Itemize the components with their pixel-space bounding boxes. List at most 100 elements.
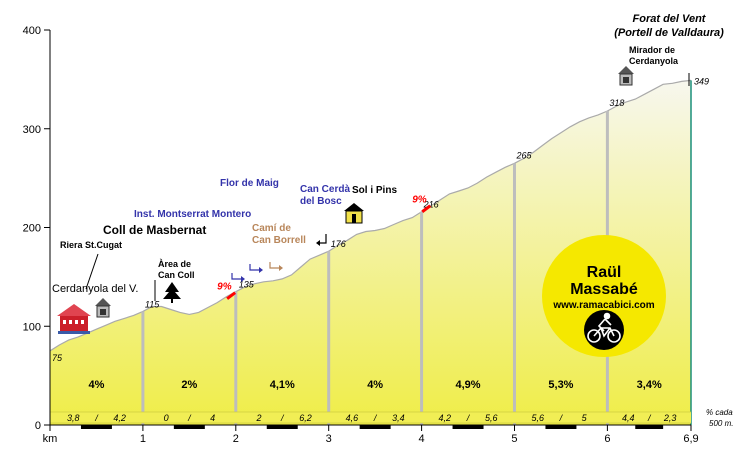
max-grade-marker: [226, 291, 237, 300]
annotation-inst: Inst. Montserrat Montero: [134, 209, 251, 220]
house-icon: [618, 66, 634, 86]
half-grade-band: [50, 412, 691, 423]
max-grade-marker: [421, 204, 432, 213]
km-ruler-bar: [266, 425, 298, 429]
profile-outline: [49, 79, 692, 352]
annotation-cami: Can Borrell: [252, 235, 306, 246]
logo-name-last: Massabé: [570, 281, 638, 298]
x-tick-label: 5: [511, 433, 517, 445]
y-tick-label: 0: [35, 420, 41, 432]
logo-name-first: Raül: [587, 264, 622, 281]
half-grade-second: 4: [210, 413, 215, 423]
logo-circle: [542, 235, 666, 357]
cyclist-wheel: [587, 329, 601, 343]
half-grade-separator: /: [280, 413, 285, 423]
half-grade-separator: /: [187, 413, 192, 423]
x-tick-label: 3: [326, 433, 332, 445]
x-tick-label: 2: [233, 433, 239, 445]
house-icon-door: [623, 77, 629, 83]
building-icon-window: [81, 320, 84, 324]
x-tick-label: 1: [140, 433, 146, 445]
half-grade-first: 2: [256, 413, 262, 423]
annotation-area: Àrea de: [158, 259, 191, 269]
y-tick-label: 100: [23, 321, 41, 333]
cyclist-frame: [593, 327, 615, 338]
half-grade-second: 5: [582, 413, 588, 423]
annotation-forat: Forat del Vent: [633, 13, 707, 25]
arrow-cancerda: [318, 234, 327, 244]
cyclist-head: [603, 312, 611, 320]
annotation-cami: Camí de: [252, 223, 291, 234]
half-grade-separator: /: [466, 413, 471, 423]
elevation-label: 176: [331, 239, 346, 249]
max-grade-label: 9%: [217, 282, 232, 293]
half-grade-first: 4,4: [622, 413, 635, 423]
km-ruler-bar: [545, 425, 577, 429]
half-grade-second: 6,2: [299, 413, 312, 423]
half-grade-second: 2,3: [663, 413, 677, 423]
elevation-label: 349: [694, 76, 709, 86]
arrow-cami-head: [279, 265, 283, 271]
half-grade-second: 3,4: [392, 413, 405, 423]
segment-grade: 3,4%: [637, 379, 662, 391]
km-ruler-bar: [359, 425, 391, 429]
annotation-cerdanyola: Cerdanyola del V.: [52, 283, 138, 295]
house-icon-door: [352, 214, 356, 223]
building-icon-window: [75, 320, 78, 324]
half-grade-separator: /: [373, 413, 378, 423]
house-icon: [95, 298, 111, 318]
annotation-cancerda: Can Cerdà: [300, 184, 350, 195]
half-grade-first: 3,8: [67, 413, 80, 423]
cyclist-body: [597, 318, 612, 332]
annotation-mirador: Mirador de: [629, 45, 675, 55]
building-icon: [57, 304, 91, 334]
elevation-label: 216: [423, 200, 439, 210]
x-tick-label: 6: [604, 433, 610, 445]
segment-grade: 4%: [367, 379, 383, 391]
half-grade-first: 4,2: [439, 413, 452, 423]
km-ruler-bar: [80, 425, 112, 429]
arrow-cancerda-head: [316, 240, 320, 246]
grade-bands-layer: 4% 3,8 / 4,2 2% 0 / 4 4,1% 2 / 6,2 4% 4,6 / 3,4 4,9% 4,2 /…: [50, 379, 733, 428]
annotation-riera: Riera St.Cugat: [60, 240, 122, 250]
x-tick-label: 6,9: [683, 433, 698, 445]
arrow-flor-head: [259, 267, 263, 273]
annotation-forat: (Portell de Valldaura): [614, 27, 724, 39]
half-grade-legend-line2: 500 m.: [709, 419, 733, 428]
segment-grade: 5,3%: [548, 379, 573, 391]
pine-tree-trunk: [171, 299, 173, 303]
half-grade-second: 5,6: [485, 413, 498, 423]
y-tick-label: 400: [23, 25, 41, 37]
arrow-flor: [249, 264, 259, 271]
elevation-label: 115: [145, 299, 160, 309]
annotation-solipins: Sol i Pins: [352, 185, 397, 196]
segment-grade: 4%: [88, 379, 104, 391]
half-grade-separator: /: [94, 413, 99, 423]
annotation-flor: Flor de Maig: [220, 178, 279, 189]
house-icon-roof: [344, 203, 364, 211]
y-tick-label: 200: [23, 223, 41, 235]
half-grade-separator: /: [647, 413, 652, 423]
segment-grade: 4,9%: [456, 379, 481, 391]
max-grade-label: 9%: [412, 195, 427, 206]
building-icon-window: [63, 320, 66, 324]
leader-line-riera: [85, 253, 99, 290]
elevation-label: 75: [52, 353, 63, 363]
half-grade-first: 5,6: [531, 413, 544, 423]
icons-layer: [57, 66, 690, 334]
half-grade-first: 4,6: [346, 413, 359, 423]
building-icon-body: [60, 315, 88, 331]
profile-fill: [50, 80, 691, 426]
annotation-area: Can Coll: [158, 270, 195, 280]
arrow-inst-head: [241, 276, 245, 282]
axes-layer: 0 100 200 300 400 km 1 2 3 4 5 6 6,9: [23, 25, 699, 445]
building-icon-window: [69, 320, 72, 324]
segment-grade: 4,1%: [270, 379, 295, 391]
x-tick-label: km: [43, 433, 58, 445]
half-grade-second: 4,2: [113, 413, 126, 423]
annotation-mirador: Cerdanyola: [629, 56, 679, 66]
building-icon-roof: [57, 304, 91, 316]
elevation-label: 265: [515, 150, 532, 160]
